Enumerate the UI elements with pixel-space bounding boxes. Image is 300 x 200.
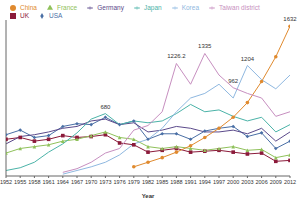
svg-text:1985: 1985 xyxy=(156,179,168,185)
svg-text:1973: 1973 xyxy=(99,179,111,185)
svg-text:2009: 2009 xyxy=(270,179,282,185)
html-text:UK: UK xyxy=(20,12,29,19)
svg-text:1997: 1997 xyxy=(213,179,225,185)
svg-text:1991: 1991 xyxy=(184,179,196,185)
svg-text:1994: 1994 xyxy=(199,179,211,185)
html-text:Germany: Germany xyxy=(97,4,124,11)
svg-text:1970: 1970 xyxy=(85,179,97,185)
svg-text:Year: Year xyxy=(142,193,155,199)
svg-text:1979: 1979 xyxy=(128,179,140,185)
svg-text:1976: 1976 xyxy=(113,179,125,185)
svg-text:2003: 2003 xyxy=(241,179,253,185)
svg-text:1988: 1988 xyxy=(170,179,182,185)
html-text:Korea: Korea xyxy=(181,4,199,11)
html-text:Taiwan district: Taiwan district xyxy=(219,4,260,11)
svg-text:1952: 1952 xyxy=(8,179,12,185)
html-text:China: China xyxy=(20,4,37,11)
svg-text:1632: 1632 xyxy=(283,16,292,22)
svg-text:1226.2: 1226.2 xyxy=(167,53,186,59)
svg-text:1955: 1955 xyxy=(14,179,26,185)
svg-text:1982: 1982 xyxy=(142,179,154,185)
svg-text:2012: 2012 xyxy=(284,179,292,185)
svg-text:1204: 1204 xyxy=(241,56,255,62)
html-text:USA: USA xyxy=(49,12,63,19)
svg-text:1961: 1961 xyxy=(42,179,54,185)
svg-text:962: 962 xyxy=(228,78,239,84)
svg-text:2006: 2006 xyxy=(255,179,267,185)
html-text:France: France xyxy=(57,4,78,11)
svg-text:1958: 1958 xyxy=(28,179,40,185)
svg-text:1967: 1967 xyxy=(71,179,83,185)
svg-text:1964: 1964 xyxy=(57,179,69,185)
svg-text:2000: 2000 xyxy=(227,179,239,185)
svg-text:1335: 1335 xyxy=(198,43,212,49)
svg-text:680: 680 xyxy=(100,104,111,110)
html-text:Japan: Japan xyxy=(144,4,162,11)
